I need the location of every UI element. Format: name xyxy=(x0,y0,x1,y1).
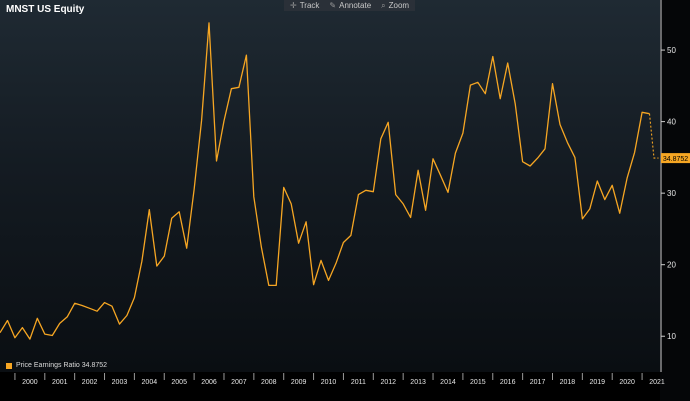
x-tick-label: 2003 xyxy=(112,379,128,386)
annotate-label: Annotate xyxy=(339,1,372,10)
plot-area xyxy=(0,0,660,372)
x-tick-label: 2018 xyxy=(560,379,576,386)
zoom-label: Zoom xyxy=(388,1,410,10)
x-tick-label: 2007 xyxy=(231,379,247,386)
projection-line xyxy=(648,113,659,159)
x-tick-label: 2014 xyxy=(440,379,456,386)
x-tick-label: 2020 xyxy=(619,379,635,386)
x-axis-bar xyxy=(0,372,660,401)
x-tick-label: 2010 xyxy=(321,379,337,386)
x-tick-label: 2013 xyxy=(410,379,426,386)
legend-swatch xyxy=(6,362,12,369)
y-tick-label: 40 xyxy=(667,118,676,127)
track-button[interactable]: ✛ Track xyxy=(290,0,319,11)
y-tick-label: 10 xyxy=(667,332,676,341)
crosshair-icon: ✛ xyxy=(290,1,297,10)
x-tick-label: 2012 xyxy=(380,379,396,386)
zoom-button[interactable]: ⌕ Zoom xyxy=(381,0,409,11)
pencil-icon: ✎ xyxy=(329,1,337,10)
chart-toolbar: ✛ Track ✎ Annotate ⌕ Zoom xyxy=(284,0,416,11)
y-tick-label: 50 xyxy=(667,46,676,55)
x-tick-label: 2006 xyxy=(201,379,217,386)
x-tick-label: 2001 xyxy=(52,379,68,386)
x-tick-label: 2016 xyxy=(500,379,516,386)
track-label: Track xyxy=(299,1,320,10)
legend-label: Price Earnings Ratio 34.8752 xyxy=(16,362,108,369)
x-tick-label: 2019 xyxy=(589,379,605,386)
x-tick-label: 2011 xyxy=(351,379,366,386)
annotate-button[interactable]: ✎ Annotate xyxy=(329,0,371,11)
x-tick-label: 2021 xyxy=(649,379,665,386)
y-tick-label: 20 xyxy=(667,261,676,270)
last-value-tag xyxy=(661,153,690,164)
x-tick-label: 2000 xyxy=(22,379,38,386)
pe-ratio-line xyxy=(0,22,650,340)
legend: Price Earnings Ratio 34.8752 xyxy=(6,362,107,369)
chart-title: MNST US Equity xyxy=(6,4,85,15)
x-tick-label: 2015 xyxy=(470,379,486,386)
x-tick-label: 2005 xyxy=(171,379,187,386)
x-tick-label: 2004 xyxy=(142,379,158,386)
x-tick-label: 2002 xyxy=(82,379,98,386)
x-tick-label: 2008 xyxy=(261,379,277,386)
y-tick-label: 30 xyxy=(667,189,676,198)
x-tick-label: 2009 xyxy=(291,379,307,386)
x-tick-label: 2017 xyxy=(530,379,546,386)
magnifier-icon: ⌕ xyxy=(381,1,386,10)
last-value-label: 34.8752 xyxy=(663,156,688,163)
